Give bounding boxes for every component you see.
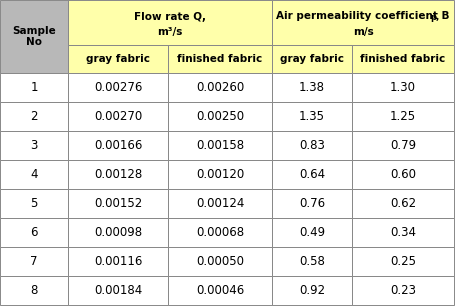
Bar (272, 102, 352, 131)
Bar (0, 160, 68, 189)
Bar (68, 247, 168, 276)
Text: Air permeability coefficient B: Air permeability coefficient B (276, 11, 450, 21)
Bar (352, 247, 454, 276)
Bar (68, 131, 168, 160)
Bar (272, 73, 352, 102)
Text: 0.00068: 0.00068 (196, 226, 244, 239)
Text: 0.00260: 0.00260 (196, 81, 244, 94)
Bar (272, 218, 352, 247)
Text: gray fabric: gray fabric (280, 54, 344, 64)
Bar (272, 189, 352, 218)
Bar (352, 189, 454, 218)
Bar (168, 160, 272, 189)
Bar (352, 218, 454, 247)
Text: 1: 1 (30, 81, 38, 94)
Bar (0, 247, 68, 276)
Bar (168, 276, 272, 305)
Bar (0, 0, 68, 73)
Text: 0.00128: 0.00128 (94, 168, 142, 181)
Text: Sample
No: Sample No (12, 26, 56, 47)
Text: 0.00050: 0.00050 (196, 255, 244, 268)
Bar (168, 73, 272, 102)
Bar (168, 131, 272, 160)
Text: 5: 5 (30, 197, 38, 210)
Text: 0.62: 0.62 (390, 197, 416, 210)
Bar (68, 73, 168, 102)
Text: 0.00098: 0.00098 (94, 226, 142, 239)
Text: 0.60: 0.60 (390, 168, 416, 181)
Text: 0.79: 0.79 (390, 139, 416, 152)
Bar (272, 0, 454, 45)
Bar (352, 276, 454, 305)
Bar (68, 276, 168, 305)
Bar (352, 160, 454, 189)
Bar (68, 45, 168, 73)
Text: 0.00120: 0.00120 (196, 168, 244, 181)
Text: 0.25: 0.25 (390, 255, 416, 268)
Bar (68, 160, 168, 189)
Text: 6: 6 (30, 226, 38, 239)
Text: 1.35: 1.35 (299, 110, 325, 123)
Text: 0.34: 0.34 (390, 226, 416, 239)
Text: 0.49: 0.49 (299, 226, 325, 239)
Text: 0.58: 0.58 (299, 255, 325, 268)
Bar (0, 218, 68, 247)
Text: 0.00158: 0.00158 (196, 139, 244, 152)
Bar (68, 189, 168, 218)
Bar (352, 102, 454, 131)
Text: finished fabric: finished fabric (360, 54, 446, 64)
Text: 8: 8 (30, 284, 38, 297)
Text: m³/s: m³/s (157, 28, 182, 37)
Bar (168, 189, 272, 218)
Bar (68, 102, 168, 131)
Bar (272, 247, 352, 276)
Bar (0, 189, 68, 218)
Bar (0, 276, 68, 305)
Text: gray fabric: gray fabric (86, 54, 150, 64)
Text: 4: 4 (30, 168, 38, 181)
Text: 0.00166: 0.00166 (94, 139, 142, 152)
Text: 0.00116: 0.00116 (94, 255, 142, 268)
Bar (352, 45, 454, 73)
Text: 0.64: 0.64 (299, 168, 325, 181)
Text: 1.38: 1.38 (299, 81, 325, 94)
Bar (352, 131, 454, 160)
Text: 7: 7 (30, 255, 38, 268)
Text: p,: p, (430, 13, 439, 22)
Text: 2: 2 (30, 110, 38, 123)
Text: 1.25: 1.25 (390, 110, 416, 123)
Bar (352, 73, 454, 102)
Bar (272, 45, 352, 73)
Bar (168, 218, 272, 247)
Text: m/s: m/s (353, 28, 374, 37)
Text: 0.00124: 0.00124 (196, 197, 244, 210)
Text: 0.00270: 0.00270 (94, 110, 142, 123)
Text: 0.00152: 0.00152 (94, 197, 142, 210)
Text: 0.76: 0.76 (299, 197, 325, 210)
Bar (0, 131, 68, 160)
Text: Flow rate Q,: Flow rate Q, (134, 12, 206, 22)
Bar (272, 276, 352, 305)
Text: 0.23: 0.23 (390, 284, 416, 297)
Text: 0.92: 0.92 (299, 284, 325, 297)
Text: 0.00276: 0.00276 (94, 81, 142, 94)
Text: 0.83: 0.83 (299, 139, 325, 152)
Bar (0, 102, 68, 131)
Text: 1.30: 1.30 (390, 81, 416, 94)
Bar (168, 45, 272, 73)
Text: finished fabric: finished fabric (177, 54, 263, 64)
Bar (168, 247, 272, 276)
Bar (272, 131, 352, 160)
Bar (68, 218, 168, 247)
Bar (168, 102, 272, 131)
Text: 0.00046: 0.00046 (196, 284, 244, 297)
Text: 0.00250: 0.00250 (196, 110, 244, 123)
Text: 0.00184: 0.00184 (94, 284, 142, 297)
Text: 3: 3 (30, 139, 38, 152)
Bar (68, 0, 272, 45)
Bar (272, 160, 352, 189)
Bar (0, 73, 68, 102)
